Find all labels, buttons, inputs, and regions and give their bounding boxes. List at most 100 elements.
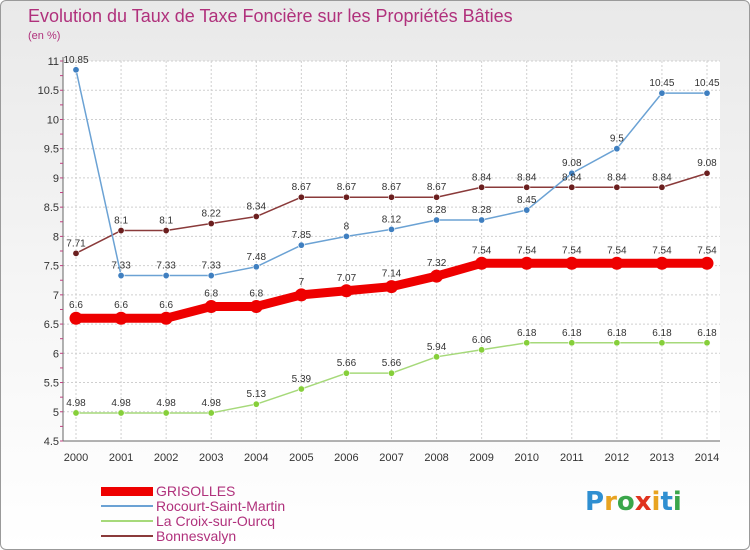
data-point-grisolles	[294, 288, 308, 302]
data-label-bonnesvalyn: 8.84	[652, 172, 672, 183]
legend-swatch-la-croix	[101, 520, 153, 522]
data-point-bonnesvalyn	[207, 220, 215, 228]
data-label-rocourt-saint-martin: 8.12	[382, 214, 402, 225]
data-label-la-croix-sur-ourcq: 6.06	[472, 335, 492, 346]
data-point-la-croix-sur-ourcq	[658, 339, 666, 347]
data-label-bonnesvalyn: 8.67	[427, 182, 447, 193]
data-point-la-croix-sur-ourcq	[297, 385, 305, 393]
y-tick-label: 10	[47, 114, 59, 126]
data-point-la-croix-sur-ourcq	[478, 346, 486, 354]
data-label-bonnesvalyn: 9.08	[697, 158, 717, 169]
data-label-la-croix-sur-ourcq: 6.18	[652, 328, 672, 339]
logo-letter: i	[672, 487, 682, 517]
data-label-rocourt-saint-martin: 7.33	[111, 261, 131, 272]
data-point-la-croix-sur-ourcq	[162, 409, 170, 417]
data-point-rocourt-saint-martin	[613, 145, 621, 153]
legend-swatch-rocourt	[101, 505, 153, 507]
logo-letter: P	[585, 487, 605, 517]
x-tick-label: 2007	[379, 452, 403, 464]
data-point-grisolles	[339, 284, 353, 298]
data-point-rocourt-saint-martin	[658, 89, 666, 97]
data-label-grisolles: 6.8	[204, 289, 218, 300]
data-label-la-croix-sur-ourcq: 4.98	[66, 398, 86, 409]
data-label-grisolles: 6.6	[114, 300, 128, 311]
data-point-grisolles	[430, 269, 444, 283]
data-label-la-croix-sur-ourcq: 6.18	[697, 328, 717, 339]
data-point-grisolles	[655, 256, 669, 270]
data-label-rocourt-saint-martin: 9.08	[562, 158, 582, 169]
data-label-la-croix-sur-ourcq: 5.39	[292, 374, 312, 385]
data-point-rocourt-saint-martin	[162, 272, 170, 280]
data-label-bonnesvalyn: 8.1	[114, 216, 128, 227]
data-point-bonnesvalyn	[703, 169, 711, 177]
logo-letter: x	[634, 487, 652, 517]
data-label-bonnesvalyn: 8.67	[292, 182, 312, 193]
logo-letter: r	[604, 487, 617, 517]
data-label-grisolles: 7.54	[607, 245, 627, 256]
chart-title: Evolution du Taux de Taxe Foncière sur l…	[28, 6, 513, 26]
data-label-grisolles: 7.54	[562, 245, 582, 256]
data-label-bonnesvalyn: 8.22	[201, 209, 221, 220]
data-point-bonnesvalyn	[433, 193, 441, 201]
data-label-grisolles: 7	[299, 277, 305, 288]
data-label-bonnesvalyn: 7.71	[66, 238, 86, 249]
data-label-la-croix-sur-ourcq: 6.18	[517, 328, 537, 339]
y-tick-label: 5	[53, 407, 59, 419]
data-label-la-croix-sur-ourcq: 4.98	[111, 398, 131, 409]
data-label-la-croix-sur-ourcq: 5.94	[427, 342, 447, 353]
y-tick-label: 7.5	[44, 261, 59, 273]
data-point-rocourt-saint-martin	[72, 66, 80, 74]
data-point-grisolles	[69, 311, 83, 325]
data-label-rocourt-saint-martin: 9.5	[610, 134, 624, 145]
data-label-rocourt-saint-martin: 7.48	[247, 252, 267, 263]
data-label-la-croix-sur-ourcq: 4.98	[201, 398, 221, 409]
data-point-la-croix-sur-ourcq	[117, 409, 125, 417]
data-point-rocourt-saint-martin	[297, 241, 305, 249]
data-point-bonnesvalyn	[658, 183, 666, 191]
data-label-grisolles: 7.54	[652, 245, 672, 256]
data-point-grisolles	[249, 300, 263, 314]
logo-letter: i	[651, 487, 661, 517]
data-point-la-croix-sur-ourcq	[342, 369, 350, 377]
legend-label: Rocourt-Saint-Martin	[156, 498, 286, 514]
legend-swatch-grisolles	[101, 487, 153, 496]
data-point-la-croix-sur-ourcq	[703, 339, 711, 347]
data-point-grisolles	[565, 256, 579, 270]
x-tick-label: 2001	[109, 452, 133, 464]
y-tick-label: 4.5	[44, 436, 59, 448]
data-point-bonnesvalyn	[568, 183, 576, 191]
data-point-rocourt-saint-martin	[207, 272, 215, 280]
data-point-grisolles	[159, 311, 173, 325]
data-point-la-croix-sur-ourcq	[433, 353, 441, 361]
data-label-bonnesvalyn: 8.84	[517, 172, 537, 183]
x-tick-label: 2009	[469, 452, 493, 464]
y-tick-label: 9.5	[44, 144, 59, 156]
data-label-grisolles: 6.6	[159, 300, 173, 311]
x-tick-label: 2003	[199, 452, 223, 464]
data-point-rocourt-saint-martin	[387, 225, 395, 233]
x-tick-label: 2002	[154, 452, 178, 464]
x-tick-label: 2010	[514, 452, 538, 464]
x-tick-label: 2011	[560, 452, 584, 464]
data-label-grisolles: 7.32	[427, 258, 447, 269]
data-point-bonnesvalyn	[342, 193, 350, 201]
data-point-rocourt-saint-martin	[478, 216, 486, 224]
data-label-rocourt-saint-martin: 7.85	[292, 230, 312, 241]
data-label-rocourt-saint-martin: 8.45	[517, 195, 537, 206]
data-point-bonnesvalyn	[297, 193, 305, 201]
x-tick-label: 2008	[424, 452, 448, 464]
data-point-bonnesvalyn	[478, 183, 486, 191]
data-point-grisolles	[385, 280, 398, 294]
data-point-la-croix-sur-ourcq	[523, 339, 531, 347]
y-tick-label: 6.5	[44, 319, 59, 331]
data-label-grisolles: 6.6	[69, 300, 83, 311]
data-label-rocourt-saint-martin: 8	[344, 221, 350, 232]
data-label-rocourt-saint-martin: 7.33	[156, 261, 176, 272]
proxiti-logo: Proxiti	[585, 487, 682, 517]
x-tick-label: 2004	[244, 452, 268, 464]
data-point-rocourt-saint-martin	[523, 206, 531, 214]
data-point-rocourt-saint-martin	[342, 232, 350, 240]
data-point-bonnesvalyn	[162, 227, 170, 235]
data-label-bonnesvalyn: 8.67	[337, 182, 357, 193]
data-label-bonnesvalyn: 8.84	[562, 172, 582, 183]
